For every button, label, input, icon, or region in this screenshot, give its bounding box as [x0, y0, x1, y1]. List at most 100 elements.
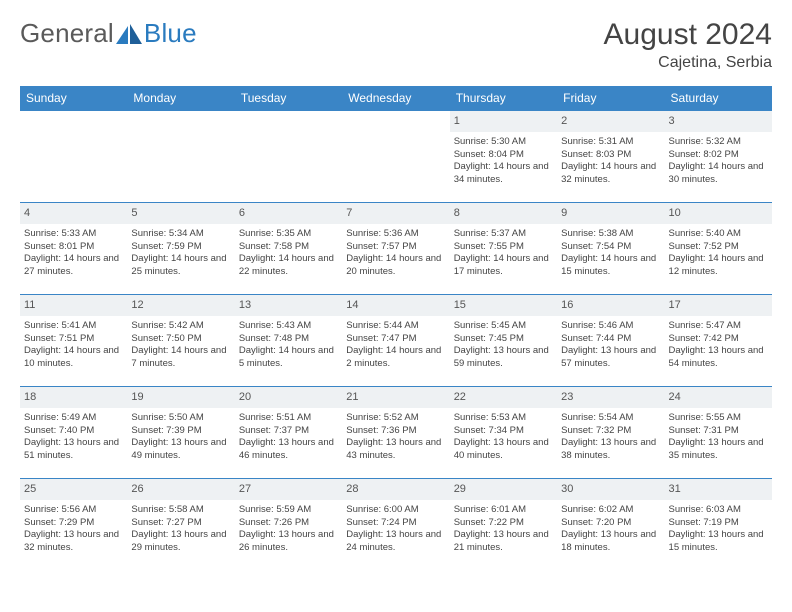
daylight-line: Daylight: 13 hours and 26 minutes.: [239, 529, 338, 555]
day-number: 22: [450, 387, 557, 408]
calendar-cell: 8Sunrise: 5:37 AMSunset: 7:55 PMDaylight…: [450, 203, 557, 295]
day-number: 2: [557, 111, 664, 132]
daylight-line: Daylight: 13 hours and 35 minutes.: [669, 437, 768, 463]
calendar-row: 25Sunrise: 5:56 AMSunset: 7:29 PMDayligh…: [20, 479, 772, 571]
calendar-cell: [235, 111, 342, 203]
daylight-line: Daylight: 13 hours and 38 minutes.: [561, 437, 660, 463]
sunrise-line: Sunrise: 5:31 AM: [561, 136, 660, 149]
sunrise-line: Sunrise: 5:58 AM: [131, 504, 230, 517]
sunrise-line: Sunrise: 5:34 AM: [131, 228, 230, 241]
daylight-line: Daylight: 14 hours and 2 minutes.: [346, 345, 445, 371]
calendar-cell: 7Sunrise: 5:36 AMSunset: 7:57 PMDaylight…: [342, 203, 449, 295]
daylight-line: Daylight: 13 hours and 32 minutes.: [24, 529, 123, 555]
sunset-line: Sunset: 7:47 PM: [346, 333, 445, 346]
sunrise-line: Sunrise: 5:56 AM: [24, 504, 123, 517]
day-number: 31: [665, 479, 772, 500]
daylight-line: Daylight: 14 hours and 34 minutes.: [454, 161, 553, 187]
weekday-header: Tuesday: [235, 86, 342, 111]
calendar-cell: [342, 111, 449, 203]
daylight-line: Daylight: 13 hours and 43 minutes.: [346, 437, 445, 463]
daylight-line: Daylight: 14 hours and 32 minutes.: [561, 161, 660, 187]
sunset-line: Sunset: 8:01 PM: [24, 241, 123, 254]
sail-icon: [116, 20, 142, 40]
daylight-line: Daylight: 14 hours and 10 minutes.: [24, 345, 123, 371]
daylight-line: Daylight: 13 hours and 29 minutes.: [131, 529, 230, 555]
calendar-cell: 16Sunrise: 5:46 AMSunset: 7:44 PMDayligh…: [557, 295, 664, 387]
calendar-cell: 25Sunrise: 5:56 AMSunset: 7:29 PMDayligh…: [20, 479, 127, 571]
sunset-line: Sunset: 7:51 PM: [24, 333, 123, 346]
sunset-line: Sunset: 7:58 PM: [239, 241, 338, 254]
day-number: 23: [557, 387, 664, 408]
calendar-cell: 4Sunrise: 5:33 AMSunset: 8:01 PMDaylight…: [20, 203, 127, 295]
sunset-line: Sunset: 7:27 PM: [131, 517, 230, 530]
calendar-cell: 30 Sunrise: 6:02 AMSunset: 7:20 PMDayligh…: [557, 479, 664, 571]
sunrise-line: Sunrise: 5:46 AM: [561, 320, 660, 333]
brand-part2: Blue: [144, 18, 197, 49]
calendar-cell: 23Sunrise: 5:54 AMSunset: 7:32 PMDayligh…: [557, 387, 664, 479]
day-number: 30: [557, 479, 664, 500]
daylight-line: Daylight: 13 hours and 21 minutes.: [454, 529, 553, 555]
sunset-line: Sunset: 7:59 PM: [131, 241, 230, 254]
sunset-line: Sunset: 7:50 PM: [131, 333, 230, 346]
sunrise-line: Sunrise: 5:53 AM: [454, 412, 553, 425]
daylight-line: Daylight: 14 hours and 27 minutes.: [24, 253, 123, 279]
day-number: 26: [127, 479, 234, 500]
sunrise-line: Sunrise: 6:02 AM: [561, 504, 660, 517]
sunrise-line: Sunrise: 5:47 AM: [669, 320, 768, 333]
daylight-line: Daylight: 14 hours and 7 minutes.: [131, 345, 230, 371]
weekday-header: Saturday: [665, 86, 772, 111]
day-number: 5: [127, 203, 234, 224]
sunset-line: Sunset: 7:34 PM: [454, 425, 553, 438]
day-number: 20: [235, 387, 342, 408]
day-number: 16: [557, 295, 664, 316]
daylight-line: Daylight: 13 hours and 59 minutes.: [454, 345, 553, 371]
brand-logo: General Blue: [20, 18, 197, 49]
calendar-cell: 12Sunrise: 5:42 AMSunset: 7:50 PMDayligh…: [127, 295, 234, 387]
day-number: 24: [665, 387, 772, 408]
day-number: 9: [557, 203, 664, 224]
daylight-line: Daylight: 14 hours and 5 minutes.: [239, 345, 338, 371]
calendar-cell: [20, 111, 127, 203]
sunrise-line: Sunrise: 5:59 AM: [239, 504, 338, 517]
calendar-table: Sunday Monday Tuesday Wednesday Thursday…: [20, 86, 772, 571]
day-number: 4: [20, 203, 127, 224]
sunset-line: Sunset: 7:55 PM: [454, 241, 553, 254]
calendar-row: 18Sunrise: 5:49 AMSunset: 7:40 PMDayligh…: [20, 387, 772, 479]
day-number: 14: [342, 295, 449, 316]
sunrise-line: Sunrise: 5:35 AM: [239, 228, 338, 241]
calendar-cell: [127, 111, 234, 203]
weekday-header: Monday: [127, 86, 234, 111]
calendar-cell: 21Sunrise: 5:52 AMSunset: 7:36 PMDayligh…: [342, 387, 449, 479]
daylight-line: Daylight: 14 hours and 17 minutes.: [454, 253, 553, 279]
sunset-line: Sunset: 7:42 PM: [669, 333, 768, 346]
sunrise-line: Sunrise: 5:43 AM: [239, 320, 338, 333]
day-number: 27: [235, 479, 342, 500]
calendar-cell: 2Sunrise: 5:31 AMSunset: 8:03 PMDaylight…: [557, 111, 664, 203]
sunrise-line: Sunrise: 6:01 AM: [454, 504, 553, 517]
calendar-cell: 9Sunrise: 5:38 AMSunset: 7:54 PMDaylight…: [557, 203, 664, 295]
calendar-row: 4Sunrise: 5:33 AMSunset: 8:01 PMDaylight…: [20, 203, 772, 295]
calendar-cell: 6Sunrise: 5:35 AMSunset: 7:58 PMDaylight…: [235, 203, 342, 295]
sunset-line: Sunset: 7:32 PM: [561, 425, 660, 438]
calendar-cell: 29Sunrise: 6:01 AMSunset: 7:22 PMDayligh…: [450, 479, 557, 571]
daylight-line: Daylight: 14 hours and 20 minutes.: [346, 253, 445, 279]
calendar-cell: 13Sunrise: 5:43 AMSunset: 7:48 PMDayligh…: [235, 295, 342, 387]
day-number: 11: [20, 295, 127, 316]
sunset-line: Sunset: 7:26 PM: [239, 517, 338, 530]
sunrise-line: Sunrise: 5:51 AM: [239, 412, 338, 425]
calendar-cell: 11Sunrise: 5:41 AMSunset: 7:51 PMDayligh…: [20, 295, 127, 387]
brand-part1: General: [20, 18, 114, 49]
daylight-line: Daylight: 13 hours and 24 minutes.: [346, 529, 445, 555]
sunrise-line: Sunrise: 5:50 AM: [131, 412, 230, 425]
daylight-line: Daylight: 13 hours and 18 minutes.: [561, 529, 660, 555]
sunset-line: Sunset: 7:40 PM: [24, 425, 123, 438]
calendar-cell: 17 Sunrise: 5:47 AMSunset: 7:42 PMDayligh…: [665, 295, 772, 387]
calendar-cell: 14Sunrise: 5:44 AMSunset: 7:47 PMDayligh…: [342, 295, 449, 387]
daylight-line: Daylight: 13 hours and 54 minutes.: [669, 345, 768, 371]
weekday-header: Sunday: [20, 86, 127, 111]
sunset-line: Sunset: 7:20 PM: [561, 517, 660, 530]
day-number: 17: [665, 295, 772, 316]
sunset-line: Sunset: 7:31 PM: [669, 425, 768, 438]
sunrise-line: Sunrise: 5:37 AM: [454, 228, 553, 241]
day-number: 13: [235, 295, 342, 316]
